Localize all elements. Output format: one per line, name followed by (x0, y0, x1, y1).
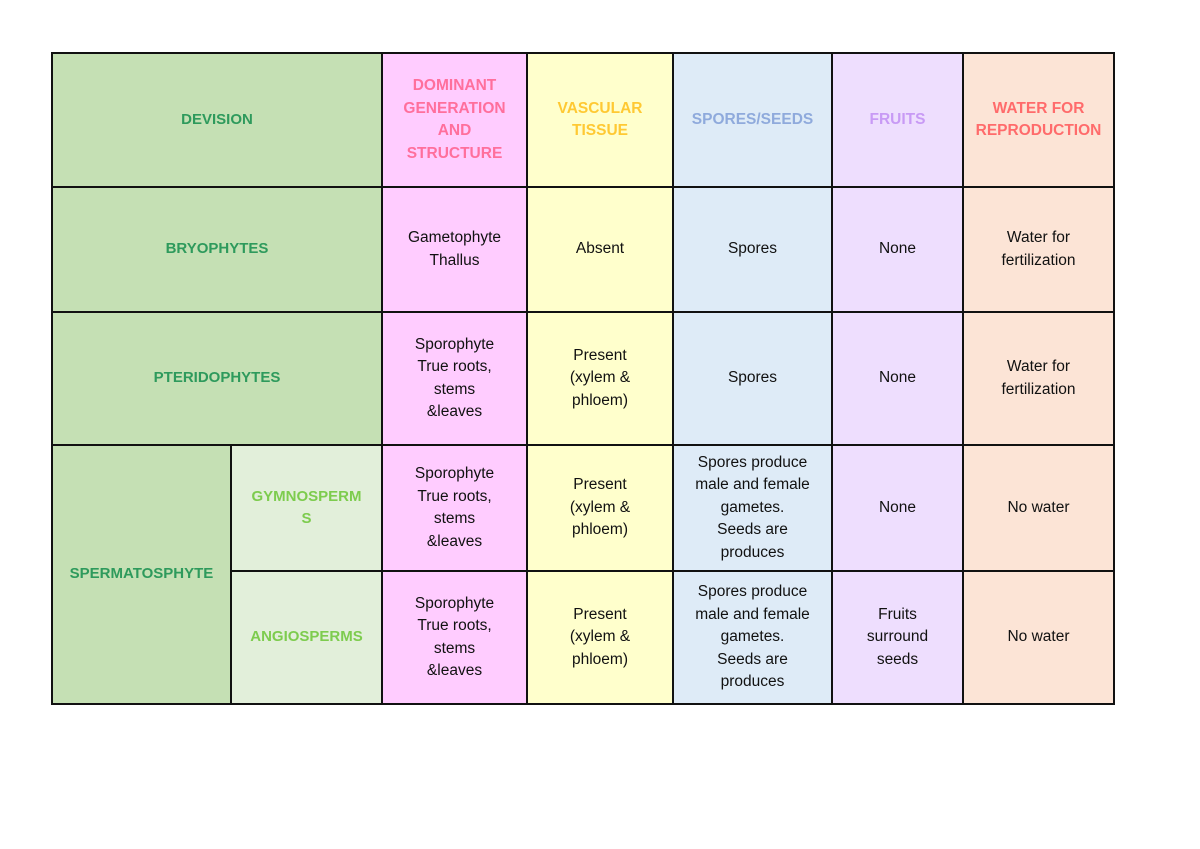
cell-vascular: Present (xylem & phloem) (526, 311, 674, 446)
cell-dominant: Sporophyte True roots, stems &leaves (381, 311, 528, 446)
subdivision-gymnosperms: GYMNOSPERM S (230, 444, 383, 572)
header-vascular-tissue: VASCULAR TISSUE (526, 52, 674, 188)
header-division: DEVISION (51, 52, 383, 188)
cell-water: Water for fertilization (962, 311, 1115, 446)
division-bryophytes: BRYOPHYTES (51, 186, 383, 313)
cell-spores-seeds: Spores (672, 186, 833, 313)
cell-spores-seeds: Spores (672, 311, 833, 446)
cell-fruits: None (831, 186, 964, 313)
table-row-bryophytes: BRYOPHYTES Gametophyte Thallus Absent Sp… (51, 186, 1115, 313)
division-spermatophyte: SPERMATOSPHYTE (51, 444, 232, 705)
header-dominant-generation: DOMINANT GENERATION AND STRUCTURE (381, 52, 528, 188)
cell-spores-seeds: Spores produce male and female gametes. … (672, 444, 833, 572)
header-row: DEVISION DOMINANT GENERATION AND STRUCTU… (51, 52, 1115, 188)
cell-water: Water for fertilization (962, 186, 1115, 313)
table-row-angiosperms: ANGIOSPERMS Sporophyte True roots, stems… (52, 570, 1115, 705)
cell-dominant: Sporophyte True roots, stems &leaves (381, 444, 528, 572)
cell-dominant: Gametophyte Thallus (381, 186, 528, 313)
plant-divisions-table: DEVISION DOMINANT GENERATION AND STRUCTU… (51, 52, 1115, 705)
cell-water: No water (962, 444, 1115, 572)
header-water-for-reproduction: WATER FOR REPRODUCTION (962, 52, 1115, 188)
cell-vascular: Present (xylem & phloem) (526, 444, 674, 572)
header-spores-seeds: SPORES/SEEDS (672, 52, 833, 188)
table-row-gymnosperms: SPERMATOSPHYTE GYMNOSPERM S Sporophyte T… (51, 444, 1115, 705)
cell-dominant: Sporophyte True roots, stems &leaves (381, 570, 528, 705)
table-row-pteridophytes: PTERIDOPHYTES Sporophyte True roots, ste… (51, 311, 1115, 446)
cell-fruits: None (831, 311, 964, 446)
cell-spores-seeds: Spores produce male and female gametes. … (672, 570, 833, 705)
cell-vascular: Present (xylem & phloem) (526, 570, 674, 705)
division-pteridophytes: PTERIDOPHYTES (51, 311, 383, 446)
cell-water: No water (962, 570, 1115, 705)
cell-vascular: Absent (526, 186, 674, 313)
cell-fruits: None (831, 444, 964, 572)
header-fruits: FRUITS (831, 52, 964, 188)
subdivision-angiosperms: ANGIOSPERMS (230, 570, 383, 705)
cell-fruits: Fruits surround seeds (831, 570, 964, 705)
